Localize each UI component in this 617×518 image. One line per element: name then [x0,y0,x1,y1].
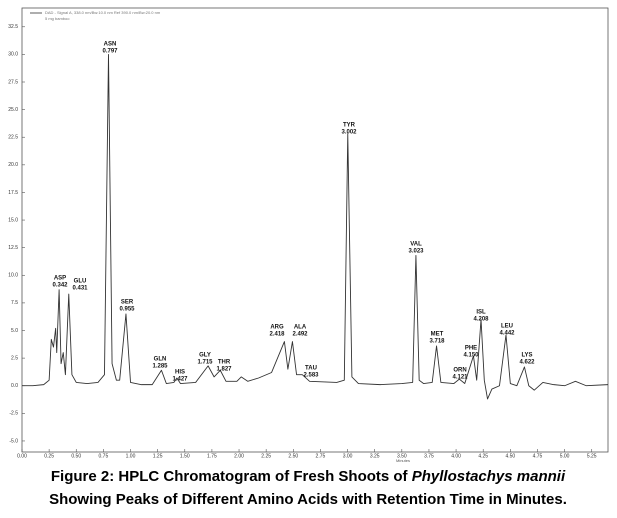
peak-time: 4.150 [463,353,479,359]
caption-text: Figure 2: HPLC Chromatogram of Fresh Sho… [51,468,412,485]
peak-time: 1.427 [172,377,188,383]
peak-time: 4.208 [473,317,489,323]
x-tick-label: 3.00 [343,453,353,459]
x-tick-label: 1.50 [180,453,190,459]
y-tick-label: 20.0 [8,162,18,168]
y-tick-label: 10.0 [8,273,18,279]
x-tick-label: 5.25 [587,453,597,459]
y-tick-label: 0.0 [11,383,18,389]
peak-name: TYR [343,123,356,129]
x-tick-label: 0.50 [71,453,81,459]
x-tick-label: 5.00 [560,453,570,459]
peak-time: 2.583 [303,373,319,379]
peak-name: ARG [270,325,284,331]
x-tick-label: 4.50 [505,453,515,459]
y-tick-label: 2.5 [11,355,18,361]
peak-name: TAU [305,366,317,372]
peak-time: 4.622 [519,360,535,366]
caption-line-1: Figure 2: HPLC Chromatogram of Fresh Sho… [51,468,566,485]
peak-name: GLU [74,279,87,285]
peak-name: HIS [175,370,185,376]
x-tick-label: 1.00 [126,453,136,459]
peak-name: LYS [521,353,532,359]
y-tick-label: 22.5 [8,135,18,141]
x-tick-label: 0.25 [44,453,54,459]
caption-species: Phyllostachys mannii [412,468,566,485]
peak-time: 0.342 [52,283,68,289]
y-tick-label: -2.5 [9,411,18,417]
caption-line-2: Showing Peaks of Different Amino Acids w… [49,491,567,508]
y-tick-label: 12.5 [8,245,18,251]
peak-time: 1.285 [152,364,168,370]
peak-name: ORN [453,368,466,374]
peak-time: 4.121 [452,375,468,381]
x-tick-label: 4.75 [533,453,543,459]
peak-name: ISL [476,310,486,316]
x-tick-label: 2.25 [261,453,271,459]
peak-name: VAL [410,242,422,248]
peak-name: MET [431,332,444,338]
y-tick-label: 30.0 [8,52,18,58]
y-tick-label: 25.0 [8,107,18,113]
peak-time: 3.002 [341,130,357,136]
x-tick-label: 2.00 [234,453,244,459]
peak-time: 3.023 [408,249,424,255]
plot-frame [21,7,609,453]
trace [22,53,609,400]
x-tick-label: 2.75 [316,453,326,459]
peak-time: 4.442 [499,331,515,337]
peak-name: SER [121,300,134,306]
peak-time: 3.718 [429,339,445,345]
peak-name: PHE [465,346,477,352]
y-tick-label: 17.5 [8,190,18,196]
peak-time: 0.797 [102,49,118,55]
peak-time: 2.418 [269,332,285,338]
x-tick-label: 3.75 [424,453,434,459]
x-tick-label: 4.00 [451,453,461,459]
peak-name: LEU [501,324,513,330]
peak-time: 2.492 [292,332,308,338]
x-tick-label: 1.75 [207,453,217,459]
x-tick-label: 1.25 [153,453,163,459]
peak-name: THR [218,360,231,366]
y-tick-label: -5.0 [9,438,18,444]
x-tick-label: 0.00 [17,453,27,459]
peak-name: ALA [294,325,307,331]
peak-time: 0.431 [72,286,88,292]
legend-label: DAD - Signal A, 338.0 nm/Bw:10.0 nm Ref … [45,10,161,15]
x-tick-label: 3.50 [397,453,407,459]
peak-time: 1.715 [197,360,213,366]
peak-name: ASN [104,42,117,48]
x-tick-label: 4.25 [478,453,488,459]
peak-name: ASP [54,276,66,282]
peak-name: GLY [199,353,211,359]
peak-name: GLN [154,357,167,363]
x-tick-label: 0.75 [99,453,109,459]
y-tick-label: 27.5 [8,79,18,85]
x-tick-label: 3.25 [370,453,380,459]
y-tick-label: 5.0 [11,328,18,334]
peak-time: 1.827 [216,367,232,373]
x-tick-label: 2.50 [288,453,298,459]
y-tick-label: 32.5 [8,24,18,30]
y-tick-label: 15.0 [8,217,18,223]
peak-time: 0.955 [119,307,135,313]
x-axis-label: Minutes [396,458,410,463]
y-tick-label: 7.5 [11,300,18,306]
legend-note: 5 mg bamboo [45,16,70,21]
